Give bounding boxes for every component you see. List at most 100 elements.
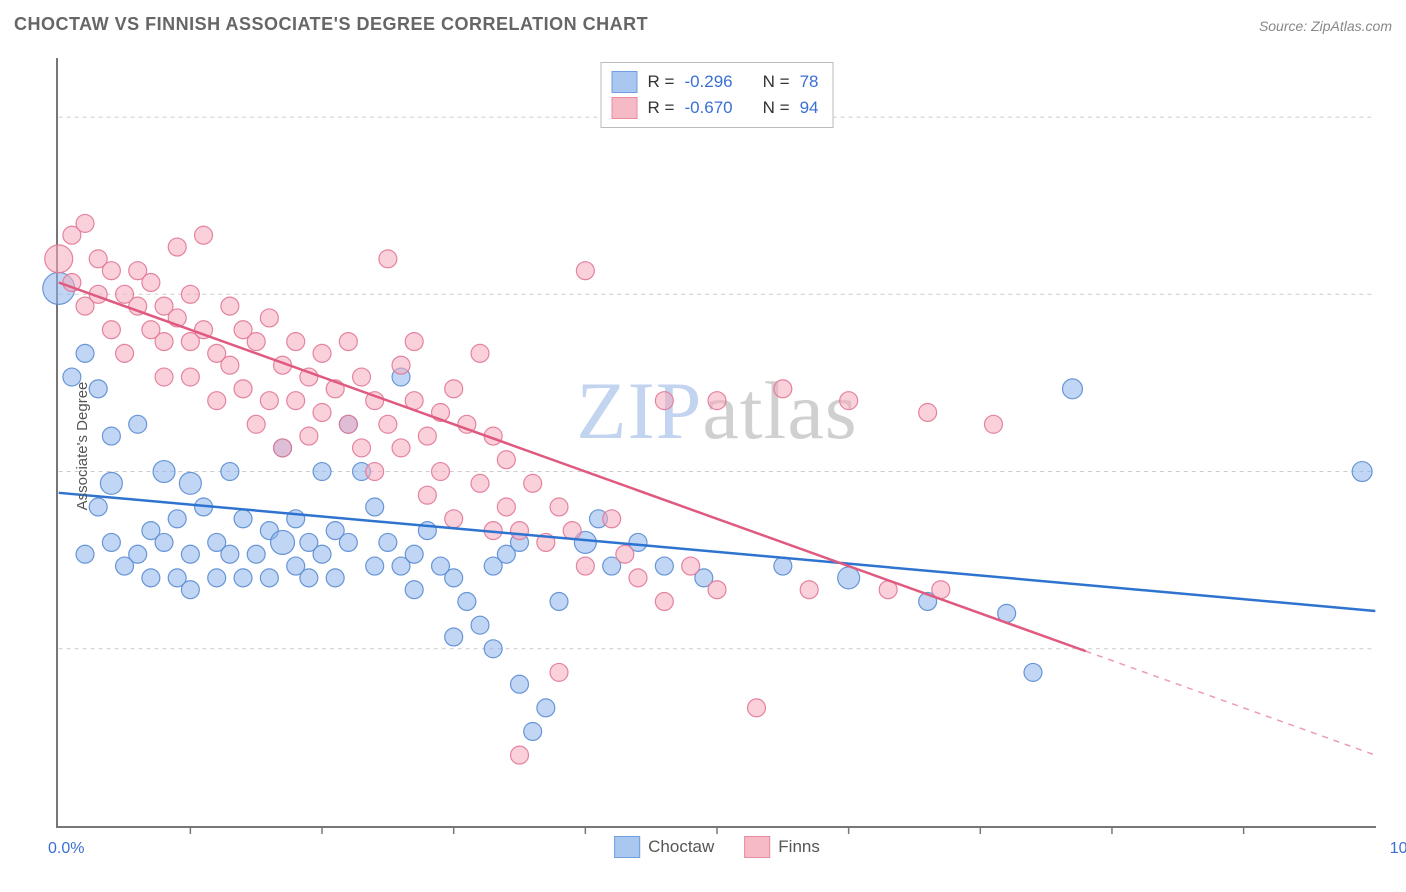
n-label-0: N = <box>763 72 790 92</box>
scatter-point <box>129 545 147 563</box>
scatter-point <box>247 415 265 433</box>
source-prefix: Source: <box>1259 18 1311 34</box>
scatter-point <box>142 274 160 292</box>
scatter-point <box>179 472 201 494</box>
scatter-point <box>313 545 331 563</box>
scatter-point <box>76 545 94 563</box>
scatter-point <box>655 392 673 410</box>
scatter-point <box>287 392 305 410</box>
scatter-point <box>445 510 463 528</box>
chart-container: CHOCTAW VS FINNISH ASSOCIATE'S DEGREE CO… <box>0 0 1406 892</box>
scatter-point <box>471 344 489 362</box>
scatter-point <box>271 530 295 554</box>
scatter-point <box>511 746 529 764</box>
legend-swatch-choctaw <box>614 836 640 858</box>
scatter-point <box>603 510 621 528</box>
scatter-point <box>497 498 515 516</box>
scatter-point <box>234 380 252 398</box>
scatter-point <box>471 616 489 634</box>
scatter-point <box>418 427 436 445</box>
scatter-point <box>168 510 186 528</box>
scatter-point <box>366 463 384 481</box>
legend-swatch-0 <box>612 71 638 93</box>
scatter-point <box>181 581 199 599</box>
scatter-point <box>432 463 450 481</box>
plot-area: ZIPatlas R = -0.296 N = 78 R = -0.670 N … <box>56 58 1376 828</box>
scatter-point <box>260 392 278 410</box>
scatter-point <box>392 439 410 457</box>
scatter-point <box>511 522 529 540</box>
scatter-point <box>313 403 331 421</box>
scatter-point <box>379 415 397 433</box>
scatter-point <box>181 285 199 303</box>
scatter-point <box>339 533 357 551</box>
x-tick-label: 0.0% <box>48 840 84 858</box>
scatter-point <box>497 451 515 469</box>
scatter-point <box>181 368 199 386</box>
scatter-point <box>708 392 726 410</box>
legend-swatch-1 <box>612 97 638 119</box>
scatter-point <box>195 226 213 244</box>
scatter-point <box>563 522 581 540</box>
legend-swatch-finns <box>744 836 770 858</box>
scatter-point <box>221 356 239 374</box>
scatter-point <box>524 474 542 492</box>
plot-svg <box>58 58 1376 826</box>
scatter-point <box>1352 462 1372 482</box>
scatter-point <box>181 545 199 563</box>
scatter-point <box>985 415 1003 433</box>
scatter-point <box>629 569 647 587</box>
legend-label-finns: Finns <box>778 837 820 857</box>
scatter-point <box>1024 663 1042 681</box>
scatter-point <box>748 699 766 717</box>
legend-stats: R = -0.296 N = 78 R = -0.670 N = 94 <box>601 62 834 128</box>
scatter-point <box>168 238 186 256</box>
scatter-point <box>89 498 107 516</box>
scatter-point <box>339 333 357 351</box>
chart-title: CHOCTAW VS FINNISH ASSOCIATE'S DEGREE CO… <box>14 14 648 35</box>
scatter-point <box>708 581 726 599</box>
r-label-1: R = <box>648 98 675 118</box>
scatter-point <box>774 380 792 398</box>
scatter-point <box>550 498 568 516</box>
scatter-point <box>655 593 673 611</box>
scatter-point <box>76 214 94 232</box>
scatter-point <box>208 569 226 587</box>
scatter-point <box>260 309 278 327</box>
scatter-point <box>838 567 860 589</box>
source-name: ZipAtlas.com <box>1311 18 1392 34</box>
scatter-point <box>774 557 792 575</box>
scatter-point <box>445 628 463 646</box>
scatter-point <box>616 545 634 563</box>
y-axis-label: Associate's Degree <box>74 382 91 511</box>
scatter-point <box>300 569 318 587</box>
scatter-point <box>247 545 265 563</box>
scatter-point <box>234 569 252 587</box>
scatter-point <box>655 557 673 575</box>
scatter-point <box>511 675 529 693</box>
scatter-point <box>524 723 542 741</box>
scatter-point <box>102 427 120 445</box>
scatter-point <box>576 557 594 575</box>
r-value-1: -0.670 <box>684 98 732 118</box>
scatter-point <box>102 262 120 280</box>
n-value-1: 94 <box>800 98 819 118</box>
source-label: Source: ZipAtlas.com <box>1259 18 1392 34</box>
scatter-point <box>221 297 239 315</box>
scatter-point <box>445 380 463 398</box>
scatter-point <box>353 368 371 386</box>
scatter-point <box>76 344 94 362</box>
scatter-point <box>682 557 700 575</box>
scatter-point <box>379 533 397 551</box>
scatter-point <box>221 545 239 563</box>
scatter-point <box>234 510 252 528</box>
scatter-point <box>116 344 134 362</box>
legend-item-finns: Finns <box>744 836 820 858</box>
scatter-point <box>445 569 463 587</box>
legend-series: Choctaw Finns <box>614 836 820 858</box>
scatter-point <box>155 368 173 386</box>
scatter-point <box>102 321 120 339</box>
scatter-point <box>800 581 818 599</box>
scatter-point <box>471 474 489 492</box>
scatter-point <box>379 250 397 268</box>
